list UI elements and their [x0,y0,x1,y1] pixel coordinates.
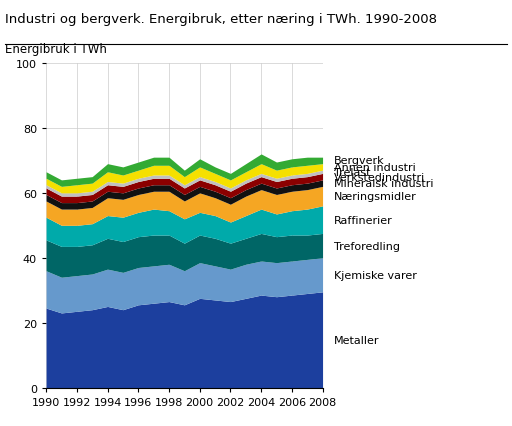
Text: Mineralsk industri: Mineralsk industri [334,178,433,189]
Text: Raffinerier: Raffinerier [334,215,392,225]
Text: Treforedling: Treforedling [334,241,400,251]
Text: Industri og bergverk. Energibruk, etter næring i TWh. 1990-2008: Industri og bergverk. Energibruk, etter … [5,13,437,26]
Text: Verkstedindustri: Verkstedindustri [334,172,425,182]
Text: Kjemiske varer: Kjemiske varer [334,270,417,280]
Text: Energibruk i TWh: Energibruk i TWh [5,43,107,55]
Text: Bergverk: Bergverk [334,156,385,166]
Text: Metaller: Metaller [334,335,379,345]
Text: Næringsmidler: Næringsmidler [334,192,416,201]
Text: Trelast: Trelast [334,167,370,177]
Text: Annen industri: Annen industri [334,162,415,173]
